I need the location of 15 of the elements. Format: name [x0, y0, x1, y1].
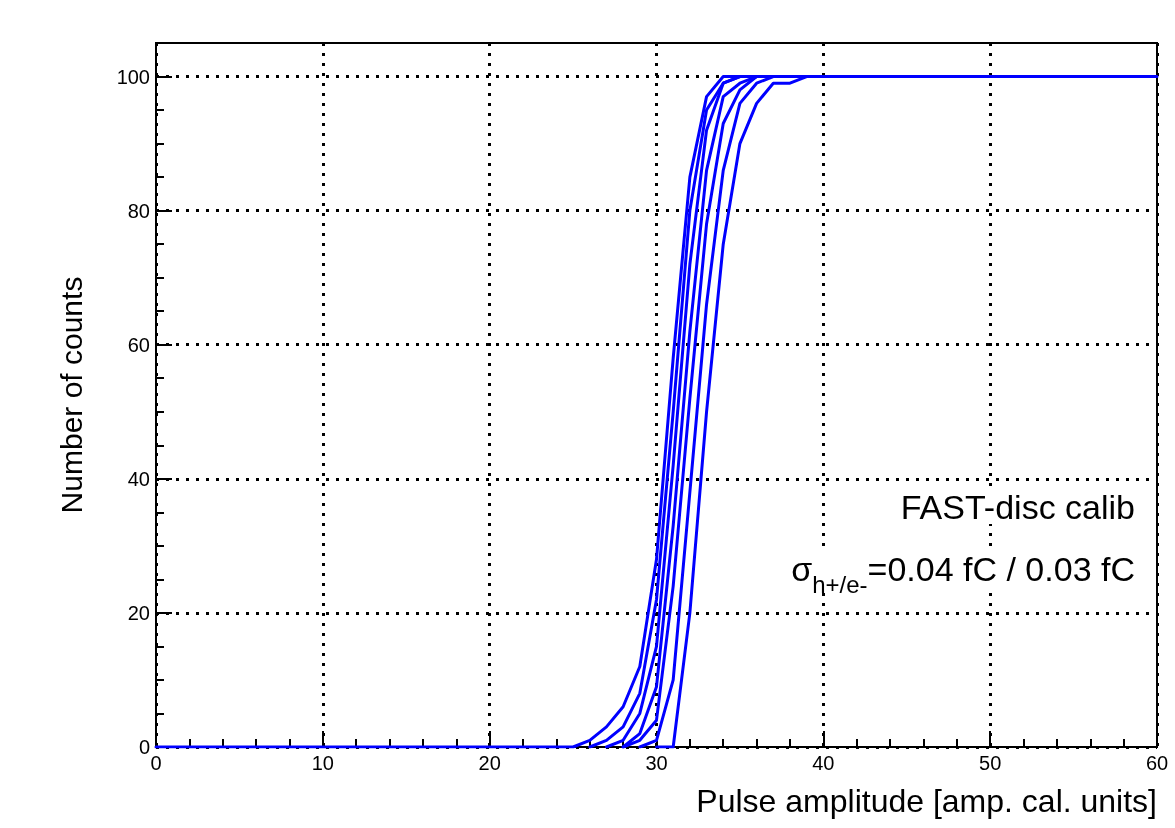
y-axis-title: Number of counts [54, 276, 88, 514]
y-tick-label: 60 [127, 333, 150, 356]
y-tick-label: 100 [116, 65, 150, 88]
annotation: FAST-disc calib [900, 488, 1136, 526]
x-tick-label: 60 [1145, 752, 1169, 774]
x-axis-title: Pulse amplitude [amp. cal. units] [696, 783, 1157, 819]
y-tick-label: 20 [127, 601, 150, 624]
x-tick-label: 40 [812, 752, 835, 774]
x-tick-label: 30 [645, 752, 668, 774]
x-tick-label: 10 [311, 752, 334, 774]
y-tick-label: 80 [127, 199, 150, 222]
y-tick-label: 0 [138, 736, 150, 758]
y-tick-label: 40 [127, 467, 150, 490]
x-tick-label: 20 [478, 752, 501, 774]
x-tick-label: 50 [979, 752, 1002, 774]
